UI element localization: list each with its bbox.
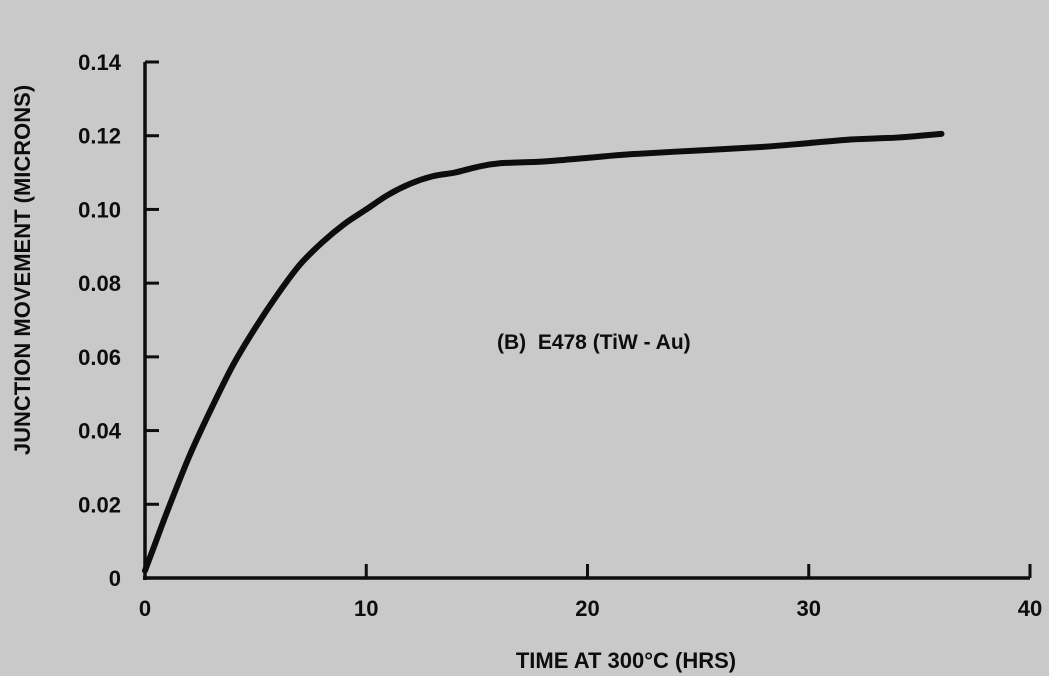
y-tick-label: 0.04 (78, 419, 122, 444)
y-tick-label: 0.02 (78, 492, 121, 517)
y-tick-label: 0.08 (78, 271, 121, 296)
series-line (142, 130, 945, 574)
y-tick-label: 0.10 (78, 197, 121, 222)
series-annotation: (B) E478 (TiW - Au) (497, 331, 691, 354)
y-axis-ticks: 0 0.02 0.04 0.06 0.08 0.10 0.12 0.14 (78, 50, 159, 591)
x-tick-label: 30 (797, 596, 821, 621)
y-tick-label: 0 (109, 566, 121, 591)
x-axis-title: TIME AT 300°C (HRS) (516, 648, 736, 673)
x-tick-label: 10 (354, 596, 378, 621)
x-axis-ticks: 0 10 20 30 40 (139, 564, 1042, 621)
x-tick-label: 0 (139, 596, 151, 621)
series-layer (142, 130, 945, 574)
x-tick-label: 40 (1018, 596, 1042, 621)
y-tick-label: 0.12 (78, 124, 121, 149)
y-tick-label: 0.14 (78, 50, 122, 75)
y-tick-label: 0.06 (78, 345, 121, 370)
x-tick-label: 20 (575, 596, 599, 621)
y-axis-title: JUNCTION MOVEMENT (MICRONS) (10, 85, 35, 455)
